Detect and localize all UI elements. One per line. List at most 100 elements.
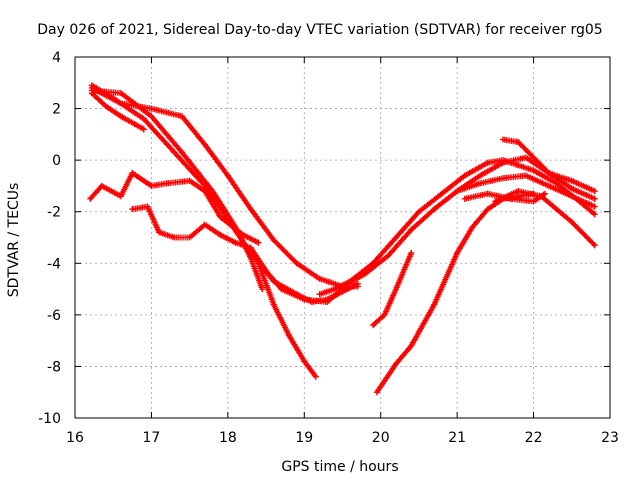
data-point (209, 188, 216, 195)
data-point (538, 193, 545, 200)
data-point (515, 139, 522, 146)
data-point (568, 177, 575, 184)
data-point (179, 113, 185, 120)
data-point (484, 206, 491, 213)
y-tick-label: -2 (47, 205, 61, 221)
x-tick-label: 22 (525, 430, 543, 446)
data-point (461, 172, 468, 179)
data-point (408, 249, 415, 256)
data-point (293, 260, 300, 267)
data-point (515, 162, 522, 169)
data-point (362, 270, 369, 277)
x-tick-label: 16 (66, 430, 84, 446)
data-point (591, 195, 598, 202)
data-point (461, 195, 468, 202)
data-point (148, 105, 155, 112)
chart-title: Day 026 of 2021, Sidereal Day-to-day VTE… (37, 22, 602, 38)
data-point (312, 373, 319, 380)
data-point (217, 231, 224, 238)
series-track-4 (88, 87, 266, 293)
y-axis-label: SDTVAR / TECUs (6, 183, 22, 298)
data-point (370, 322, 377, 329)
data-point (179, 149, 185, 156)
data-points (87, 82, 598, 396)
data-point (381, 311, 388, 318)
series-track-7 (255, 260, 319, 380)
data-point (331, 286, 338, 293)
plot-frame (74, 56, 611, 419)
data-point (316, 275, 323, 282)
data-point (393, 360, 399, 367)
data-point (553, 180, 560, 187)
data-point (530, 198, 537, 205)
data-point (393, 286, 399, 293)
data-point (408, 226, 415, 233)
data-point (224, 172, 231, 179)
data-point (568, 185, 575, 192)
data-point (247, 206, 254, 213)
data-point (201, 188, 208, 195)
data-point (591, 242, 598, 249)
data-point (545, 170, 552, 177)
x-tick-label: 19 (295, 430, 313, 446)
data-point (415, 208, 422, 215)
data-point (354, 283, 361, 290)
x-tick-label: 21 (448, 430, 466, 446)
data-point (129, 170, 136, 177)
data-point (259, 286, 266, 293)
data-point (373, 389, 380, 396)
data-point (530, 190, 537, 197)
data-point (484, 159, 491, 166)
data-point (591, 203, 598, 210)
y-tick-label: -8 (47, 359, 61, 375)
data-point (186, 177, 193, 184)
data-point (477, 172, 484, 179)
data-point (454, 249, 461, 256)
data-point (278, 286, 285, 293)
data-point (591, 211, 598, 218)
data-point (201, 221, 208, 228)
y-tick-label: 0 (52, 153, 61, 169)
data-point (102, 102, 109, 109)
data-point (522, 154, 529, 161)
data-point (568, 219, 575, 226)
data-point (339, 283, 346, 290)
data-point (270, 301, 277, 308)
data-point (431, 301, 438, 308)
data-point (542, 190, 549, 197)
series-track-14 (370, 249, 415, 329)
data-point (247, 255, 254, 262)
data-point (117, 113, 124, 120)
data-point (477, 180, 484, 187)
data-point (144, 203, 151, 210)
data-point (515, 193, 522, 200)
x-tick-label: 23 (601, 430, 619, 446)
data-point (301, 358, 308, 365)
data-point (515, 188, 522, 195)
data-point (286, 332, 292, 339)
y-tick-label: 4 (52, 50, 61, 66)
series-track-10 (500, 136, 598, 195)
data-point (255, 260, 262, 267)
series-track-5 (87, 170, 262, 246)
data-point (500, 175, 506, 182)
data-point (438, 190, 445, 197)
x-tick-label: 17 (143, 430, 161, 446)
data-point (186, 234, 193, 241)
data-point (117, 193, 124, 200)
data-point (140, 115, 147, 122)
data-point (530, 167, 537, 174)
data-point (500, 195, 506, 202)
data-point (201, 141, 208, 148)
data-point (87, 195, 94, 202)
data-point (530, 154, 537, 161)
data-point (263, 268, 270, 275)
data-point (316, 291, 323, 298)
data-point (500, 136, 506, 143)
data-point (171, 149, 178, 156)
data-point (431, 206, 438, 213)
series-track-15 (373, 190, 537, 396)
